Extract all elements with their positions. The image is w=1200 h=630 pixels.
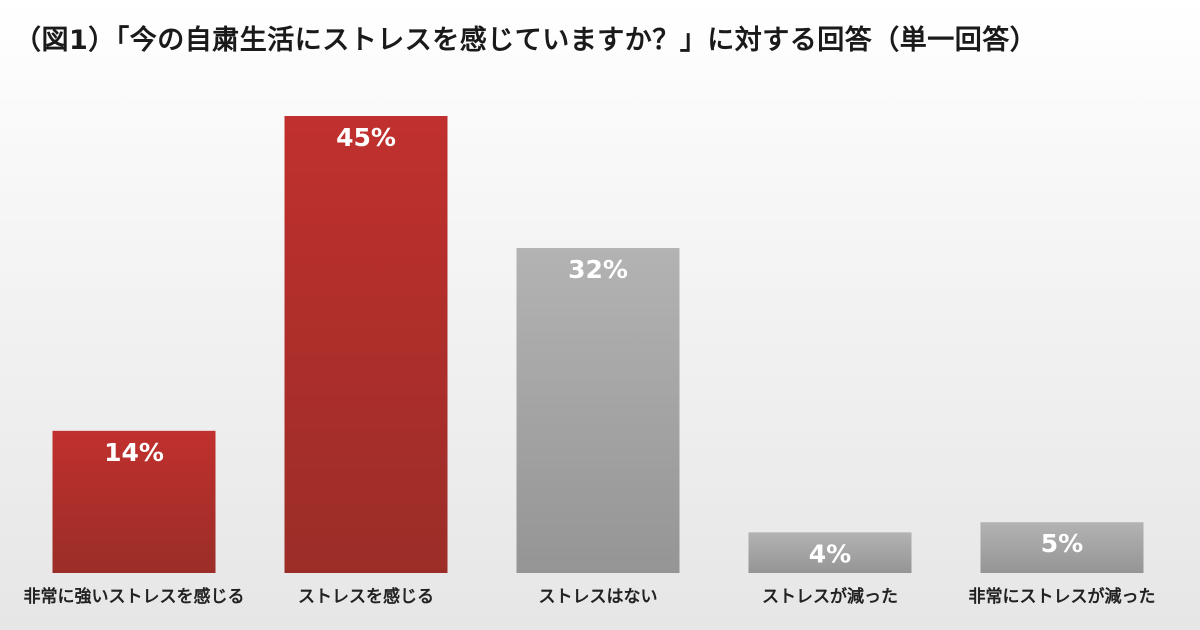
category-label-3: ストレスはない: [539, 587, 658, 607]
bar-1: [52, 430, 216, 573]
bar-4: [748, 532, 912, 573]
bar-value-label-5: 5%: [1041, 529, 1083, 558]
bar-value-label-4: 4%: [809, 539, 851, 568]
bar-5: [980, 522, 1144, 573]
bar-value-label-2: 45%: [336, 123, 396, 152]
bar-3: [516, 248, 680, 573]
chart-title: （図1）「今の自粛生活にストレスを感じていますか？」に対する回答（単一回答）: [14, 25, 1038, 56]
bars-group: 14% 非常に強いストレスを感じる 45% ストレスを感じる 32% ストレスはない 4% ス…: [24, 116, 1156, 607]
bar-value-label-1: 14%: [104, 438, 164, 467]
category-label-1: 非常に強いストレスを感じる: [24, 586, 245, 607]
category-label-2: ストレスを感じる: [298, 586, 434, 607]
category-label-5: 非常にストレスが減った: [969, 586, 1156, 607]
bar-2: [284, 116, 448, 573]
bar-value-label-3: 32%: [568, 255, 628, 284]
category-label-4: ストレスが減った: [762, 586, 898, 607]
